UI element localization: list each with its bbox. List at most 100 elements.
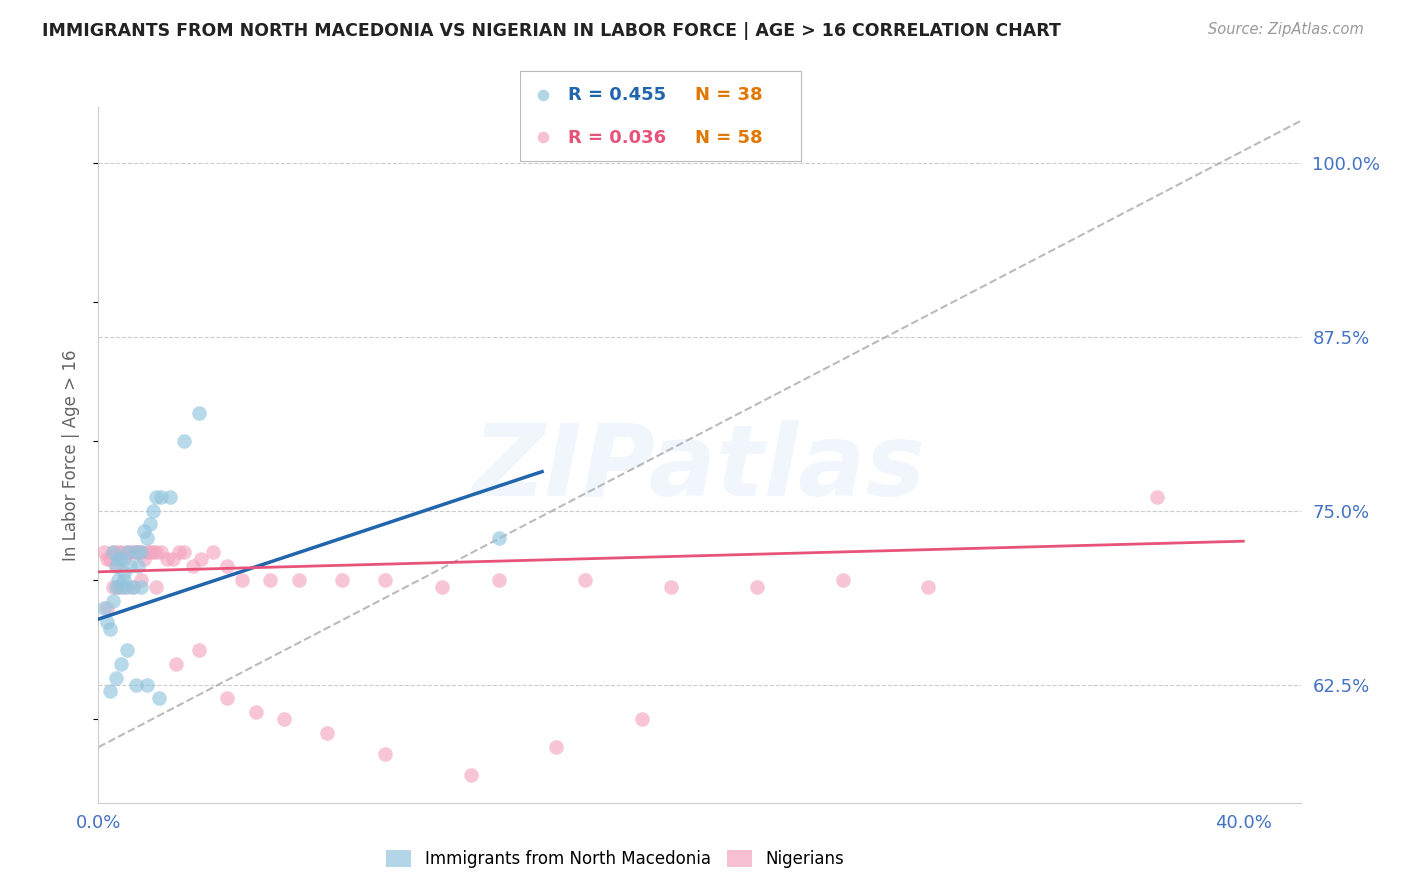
Point xyxy=(201,545,224,559)
Point xyxy=(145,490,167,504)
Point xyxy=(488,573,510,587)
Point xyxy=(110,552,132,566)
Point xyxy=(115,545,138,559)
Point xyxy=(121,545,143,559)
Point xyxy=(101,545,124,559)
Point xyxy=(112,580,135,594)
Text: R = 0.455: R = 0.455 xyxy=(568,87,666,104)
Point xyxy=(574,573,596,587)
Point xyxy=(96,552,118,566)
Point xyxy=(107,580,129,594)
Point xyxy=(131,580,153,594)
Point xyxy=(159,490,181,504)
Point xyxy=(181,559,204,574)
Point xyxy=(93,545,115,559)
Point xyxy=(112,566,135,581)
Point xyxy=(124,677,146,691)
Point xyxy=(1146,490,1168,504)
Point xyxy=(112,552,135,566)
Point xyxy=(187,642,209,657)
Point xyxy=(150,490,173,504)
Point xyxy=(131,545,153,559)
Point xyxy=(101,545,124,559)
Point xyxy=(124,545,146,559)
Point xyxy=(460,768,482,782)
Point xyxy=(273,712,295,726)
Point xyxy=(104,559,127,574)
Text: N = 38: N = 38 xyxy=(695,87,762,104)
Point xyxy=(165,657,187,671)
Point xyxy=(245,706,267,720)
Point xyxy=(156,552,179,566)
Point xyxy=(98,552,121,566)
Point xyxy=(128,559,150,574)
Point xyxy=(115,642,138,657)
Point xyxy=(107,573,129,587)
Point xyxy=(150,545,173,559)
Point xyxy=(104,671,127,685)
Point xyxy=(142,545,165,559)
Point xyxy=(162,552,184,566)
Point xyxy=(101,594,124,608)
Point xyxy=(488,532,510,546)
Point xyxy=(110,657,132,671)
Point xyxy=(531,130,554,145)
Point xyxy=(231,573,253,587)
Point xyxy=(217,691,239,706)
Point xyxy=(142,503,165,517)
Text: ZIPatlas: ZIPatlas xyxy=(472,420,927,517)
Point xyxy=(118,545,141,559)
Point xyxy=(98,684,121,698)
Point xyxy=(104,559,127,574)
Text: Source: ZipAtlas.com: Source: ZipAtlas.com xyxy=(1208,22,1364,37)
Point xyxy=(831,573,853,587)
Point xyxy=(131,573,153,587)
Point xyxy=(107,545,129,559)
Point xyxy=(136,545,159,559)
Point xyxy=(139,545,162,559)
Point xyxy=(917,580,939,594)
Point xyxy=(101,580,124,594)
Point xyxy=(330,573,353,587)
Point xyxy=(546,740,568,755)
Point xyxy=(121,580,143,594)
Point xyxy=(631,712,654,726)
Point xyxy=(531,87,554,102)
Legend: Immigrants from North Macedonia, Nigerians: Immigrants from North Macedonia, Nigeria… xyxy=(380,843,851,874)
Point xyxy=(131,545,153,559)
Point xyxy=(173,434,195,448)
Point xyxy=(110,545,132,559)
Text: R = 0.036: R = 0.036 xyxy=(568,129,666,147)
Point xyxy=(134,524,156,539)
Point xyxy=(190,552,212,566)
Point xyxy=(167,545,190,559)
Point xyxy=(136,677,159,691)
Point xyxy=(110,580,132,594)
Point xyxy=(121,580,143,594)
Point xyxy=(96,615,118,629)
Point xyxy=(112,573,135,587)
Point xyxy=(115,580,138,594)
Point xyxy=(124,545,146,559)
Point xyxy=(659,580,682,594)
Point xyxy=(134,552,156,566)
Point xyxy=(139,517,162,532)
Point xyxy=(430,580,453,594)
Point xyxy=(187,406,209,420)
Point xyxy=(118,559,141,574)
Point xyxy=(316,726,339,740)
Point xyxy=(136,532,159,546)
Point xyxy=(96,601,118,615)
Point xyxy=(104,580,127,594)
Point xyxy=(107,552,129,566)
Point xyxy=(145,580,167,594)
Point xyxy=(148,691,170,706)
Y-axis label: In Labor Force | Age > 16: In Labor Force | Age > 16 xyxy=(62,349,80,561)
Text: IMMIGRANTS FROM NORTH MACEDONIA VS NIGERIAN IN LABOR FORCE | AGE > 16 CORRELATIO: IMMIGRANTS FROM NORTH MACEDONIA VS NIGER… xyxy=(42,22,1062,40)
Point xyxy=(128,545,150,559)
Point xyxy=(115,545,138,559)
Point xyxy=(745,580,768,594)
Point xyxy=(374,747,396,761)
Point xyxy=(288,573,311,587)
Point xyxy=(217,559,239,574)
